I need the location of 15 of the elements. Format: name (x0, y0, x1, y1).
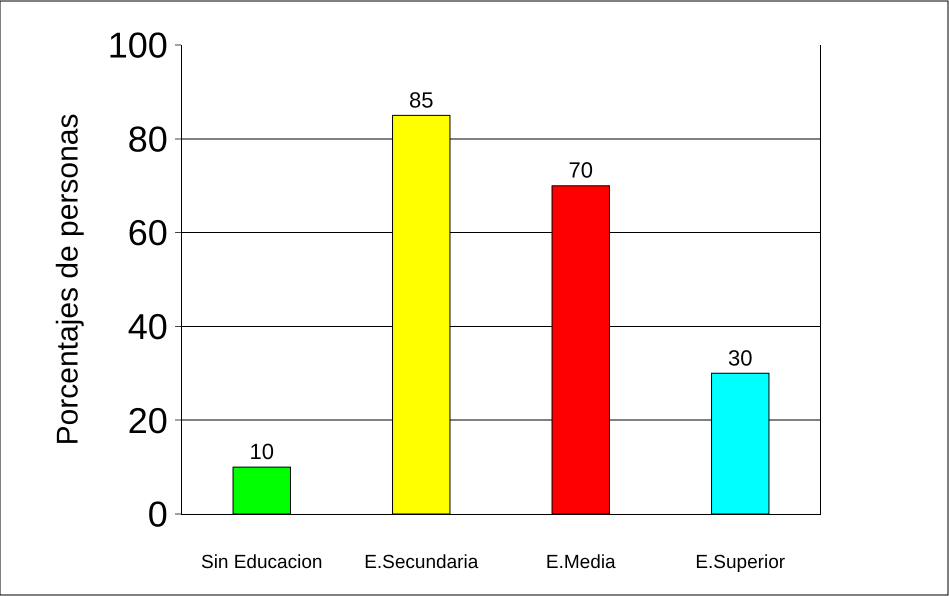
y-tick-label: 100 (108, 24, 168, 66)
data-label: 70 (568, 158, 593, 183)
y-tick-label: 20 (128, 400, 168, 441)
data-label: 10 (250, 439, 274, 464)
y-tick-label: 0 (148, 494, 168, 535)
x-tick-label: E.Secundaria (364, 552, 479, 573)
y-tick-label: 40 (128, 306, 168, 347)
data-label: 30 (728, 345, 752, 370)
y-axis-title: Porcentajes de personas (52, 114, 85, 446)
x-tick-label: Sin Educacion (201, 552, 322, 573)
data-label: 85 (409, 87, 434, 112)
x-tick-label: E.Superior (695, 552, 786, 573)
y-tick-label: 60 (128, 212, 168, 254)
x-tick-label: E.Media (546, 552, 616, 573)
y-tick-label: 80 (128, 118, 168, 160)
